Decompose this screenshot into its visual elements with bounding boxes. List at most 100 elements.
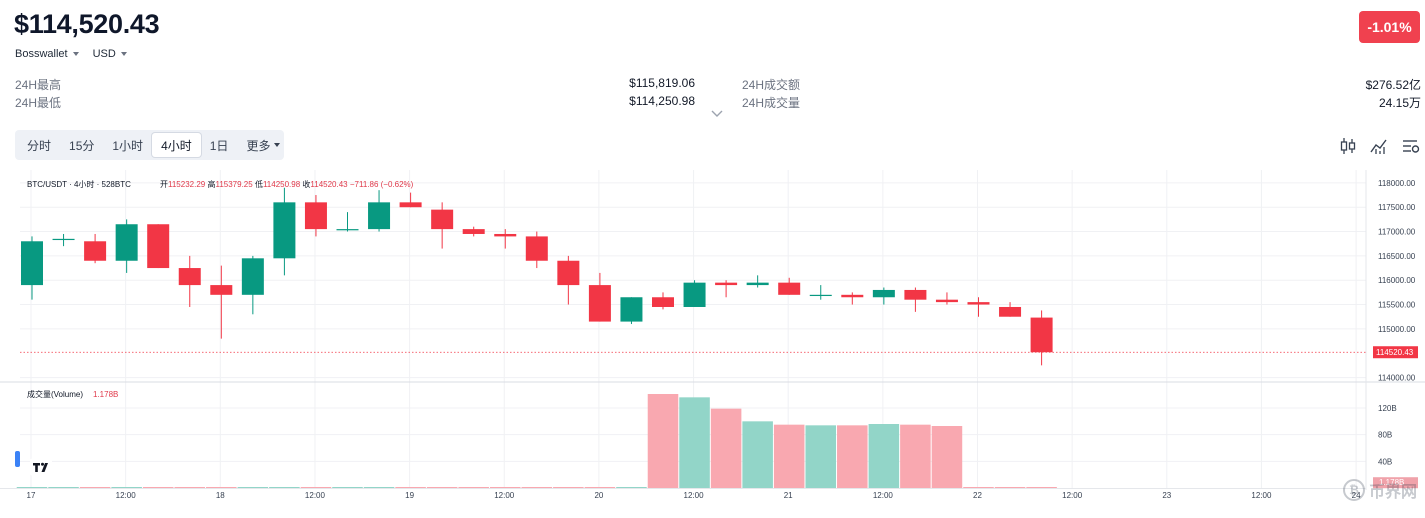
volume-24h-value: 24.15万 — [1378, 96, 1421, 110]
volume-bar — [679, 397, 710, 488]
volume-legend-label: 成交量(Volume) — [27, 389, 83, 399]
last-volume-label: 1.178B — [1379, 478, 1404, 487]
price-tick-label: 116000.00 — [1378, 276, 1416, 285]
coin-logo-icon: ₿ — [1342, 479, 1365, 501]
candles — [21, 187, 1053, 366]
chart-settings-icon[interactable] — [1402, 137, 1420, 155]
price-tick-label: 116500.00 — [1378, 252, 1416, 261]
high-24h-label: 24H最高 — [15, 78, 62, 92]
candle-body — [652, 297, 674, 307]
last-volume-tag — [1373, 477, 1418, 489]
chart-separators — [0, 170, 1425, 490]
tab-timeframe-1h[interactable]: 1小时 — [112, 138, 144, 153]
volume-bar — [584, 487, 616, 488]
time-tick-label: 12:00 — [494, 491, 515, 500]
turnover-24h-value: $276.52亿 — [1365, 78, 1421, 92]
candle-body — [620, 297, 643, 322]
time-tick-label: 23 — [1162, 491, 1171, 500]
candle-body — [683, 282, 706, 307]
candle-body — [147, 224, 170, 269]
market-selectors: Bosswallet USD — [15, 48, 127, 60]
price-change-badge: -1.01% — [1359, 11, 1420, 43]
tab-timeframe-15m[interactable]: 15分 — [69, 138, 95, 153]
currency-label: USD — [92, 48, 116, 60]
exchange-label: Bosswallet — [15, 48, 68, 60]
candle-body — [588, 285, 611, 322]
indicator-icon[interactable] — [1370, 137, 1388, 155]
ohlc-legend: 开115232.29 高115379.25 低114250.98 收114520… — [160, 179, 414, 189]
volume-bar — [142, 487, 174, 488]
tab-timeframe-1d[interactable]: 1日 — [209, 138, 229, 153]
candle-body — [935, 299, 958, 303]
time-tick-label: 21 — [784, 491, 793, 500]
time-tick-label: 18 — [216, 491, 225, 500]
volume-bar — [1026, 487, 1057, 488]
volume-bar — [16, 487, 48, 488]
low-value: 114250.98 — [263, 180, 301, 189]
candle-body — [967, 302, 990, 305]
volume-bar — [332, 487, 363, 488]
candle-body — [809, 294, 832, 297]
time-tick-label: 12:00 — [684, 491, 705, 500]
candlestick-chart[interactable]: 118000.00 117500.00 117000.00 116500.00 1160… — [0, 170, 1425, 518]
open-label: 开 — [160, 180, 168, 189]
volume-bar — [553, 487, 584, 488]
candle-body — [115, 224, 138, 261]
time-tick-label: 19 — [405, 491, 414, 500]
volume-bar — [269, 487, 300, 488]
tab-timeframe-line[interactable]: 分时 — [27, 138, 52, 153]
chevron-down-icon — [72, 52, 79, 56]
tab-timeframe-4h[interactable]: 4小时 — [152, 133, 201, 157]
time-tick-label: 12:00 — [305, 491, 326, 500]
close-label: 收 — [302, 179, 310, 189]
volume-bar — [742, 421, 773, 488]
panel-collapse-handle[interactable] — [15, 451, 20, 467]
candle-body — [399, 202, 422, 208]
time-tick-label: 12:00 — [1062, 491, 1083, 500]
candle-body — [84, 241, 107, 261]
volume-bar — [363, 487, 395, 488]
volume-bar — [174, 487, 206, 488]
time-tick-label: 20 — [594, 491, 603, 500]
volume-axis: 120B 80B 40B 1.178B — [1373, 404, 1418, 489]
time-tick-label: 12:00 — [1251, 491, 1272, 500]
candle-body — [494, 233, 517, 237]
candle-body — [462, 229, 485, 234]
candlestick-settings-icon[interactable] — [1339, 137, 1357, 155]
exchange-dropdown[interactable]: Bosswallet — [15, 48, 79, 60]
high-value: 115379.25 — [215, 180, 253, 189]
price-tick-label: 117000.00 — [1378, 228, 1416, 237]
last-price-line: 114520.43 — [20, 346, 1418, 359]
watermark: ₿ 币界网 — [1342, 478, 1417, 502]
volume-bar — [963, 487, 994, 488]
currency-dropdown[interactable]: USD — [93, 48, 127, 60]
chevron-down-icon — [274, 143, 281, 147]
candle-body — [904, 289, 927, 300]
price-tick-label: 115500.00 — [1378, 301, 1416, 310]
candle-body — [557, 260, 580, 286]
time-axis: 17 12:00 18 12:00 19 12:00 20 12:00 21 12:00 22 12:… — [27, 491, 1362, 500]
chevron-down-icon — [120, 52, 127, 56]
candle-body — [872, 289, 895, 298]
more-label: 更多 — [246, 138, 271, 153]
time-tick-label: 17 — [27, 491, 36, 500]
candle-body — [368, 202, 391, 230]
volume-bar — [458, 487, 489, 488]
high-label: 高 — [207, 179, 215, 189]
candle-body — [525, 236, 548, 261]
tab-timeframe-more[interactable]: 更多 — [237, 133, 289, 157]
time-tick-label: 12:00 — [873, 491, 894, 500]
volume-bar — [805, 425, 837, 488]
candle-body — [715, 282, 738, 286]
candle-body — [746, 282, 769, 286]
volume-bar — [773, 424, 805, 488]
time-tick-label: 22 — [973, 491, 982, 500]
candle-body — [52, 238, 75, 241]
expand-chevron-icon[interactable] — [711, 110, 723, 118]
volume-bar — [521, 487, 553, 488]
volume-tick-label: 40B — [1378, 457, 1392, 466]
low-label: 低 — [255, 179, 263, 189]
volume-bar — [868, 424, 900, 488]
volume-bar — [300, 487, 332, 488]
candle-body — [336, 229, 359, 231]
